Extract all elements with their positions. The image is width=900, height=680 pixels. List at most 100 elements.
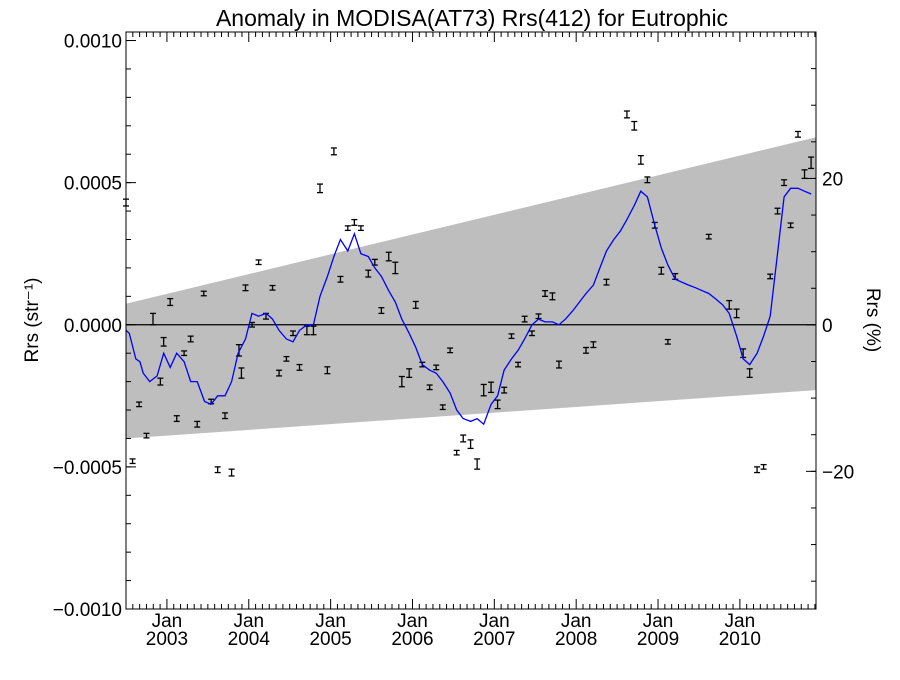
x-tick-year-label: 2003 — [146, 629, 188, 650]
data-point — [480, 383, 487, 397]
data-point — [173, 415, 180, 423]
data-point — [385, 251, 392, 262]
data-point — [157, 377, 164, 386]
data-point — [726, 299, 733, 310]
data-point — [746, 368, 753, 378]
x-tick-month-label: Jan — [725, 611, 756, 632]
data-point — [296, 363, 303, 371]
data-point — [316, 183, 323, 194]
data-point — [474, 458, 481, 470]
data-point — [289, 330, 296, 337]
data-point — [787, 222, 794, 229]
x-tick-month-label: Jan — [152, 611, 183, 632]
data-point — [412, 300, 419, 309]
data-point — [392, 261, 399, 275]
right-tick-label: −20 — [822, 462, 854, 483]
data-point — [754, 466, 761, 474]
data-point — [214, 466, 221, 474]
data-point — [238, 367, 245, 379]
data-point — [344, 225, 351, 232]
data-point — [276, 369, 283, 377]
plot-frame — [125, 31, 817, 610]
data-point — [200, 290, 207, 297]
data-point — [167, 297, 174, 307]
left-axis-label: Rrs (str⁻¹) — [22, 278, 43, 363]
x-tick-year-label: 2006 — [391, 629, 433, 650]
uncertainty-band — [126, 137, 816, 439]
x-tick-year-label: 2008 — [555, 629, 597, 650]
data-point — [460, 434, 467, 443]
data-point — [637, 154, 644, 165]
data-point — [439, 404, 446, 411]
data-point — [129, 458, 136, 465]
data-point — [222, 412, 229, 420]
x-tick-month-label: Jan — [233, 611, 264, 632]
x-tick-month-label: Jan — [561, 611, 592, 632]
data-point — [644, 176, 651, 184]
data-point — [488, 381, 495, 394]
data-point — [378, 307, 385, 315]
data-point — [583, 346, 589, 354]
x-tick-year-label: 2007 — [473, 629, 515, 650]
data-point — [242, 284, 249, 292]
chart-title: Anomaly in MODISA(AT73) Rrs(412) for Eut… — [216, 5, 728, 31]
data-point — [160, 336, 167, 347]
data-point — [733, 308, 740, 319]
data-point — [515, 361, 522, 368]
data-point — [136, 401, 143, 408]
data-point — [283, 355, 290, 362]
data-point — [501, 386, 508, 394]
data-point — [453, 449, 460, 456]
right-tick-label: 0 — [822, 316, 833, 337]
data-point — [528, 330, 535, 337]
data-point — [269, 284, 276, 291]
x-tick-month-label: Jan — [315, 611, 346, 632]
right-tick-label: 20 — [822, 169, 843, 190]
data-point — [794, 130, 801, 138]
data-point — [467, 439, 474, 450]
data-point — [433, 364, 440, 371]
data-point — [447, 347, 454, 354]
data-point — [494, 399, 501, 410]
data-point — [774, 207, 781, 215]
data-point — [255, 259, 262, 266]
left-tick-label: 0.0010 — [64, 32, 122, 53]
x-tick-year-label: 2009 — [637, 629, 679, 650]
data-point — [228, 468, 235, 477]
data-point — [623, 110, 630, 119]
data-point — [808, 156, 815, 170]
x-tick-month-label: Jan — [643, 611, 674, 632]
data-point — [330, 147, 337, 156]
data-point — [310, 325, 317, 336]
data-point — [521, 315, 528, 323]
data-point — [406, 368, 413, 378]
data-point — [767, 273, 774, 280]
data-point — [590, 341, 597, 349]
data-point — [664, 338, 671, 345]
data-point — [187, 335, 194, 343]
right-axis-label: Rrs (%) — [862, 288, 883, 352]
data-point — [426, 384, 433, 391]
data-point — [351, 218, 358, 226]
data-point — [631, 120, 638, 131]
left-tick-label: −0.0010 — [53, 600, 122, 621]
data-point — [658, 266, 665, 275]
data-point — [542, 290, 549, 297]
smoothed-anomaly-line — [125, 187, 812, 426]
left-tick-label: 0.0005 — [64, 174, 122, 195]
x-tick-month-label: Jan — [479, 611, 510, 632]
data-point — [705, 233, 712, 240]
data-point — [549, 292, 556, 301]
x-tick-year-label: 2010 — [719, 629, 761, 650]
left-tick-label: −0.0005 — [53, 458, 122, 479]
data-point — [357, 225, 364, 232]
data-point — [143, 432, 150, 439]
data-point — [555, 360, 562, 369]
data-point — [398, 375, 405, 388]
x-tick-month-label: Jan — [397, 611, 428, 632]
x-tick-year-label: 2005 — [309, 629, 351, 650]
data-point — [150, 312, 157, 326]
data-point — [337, 275, 344, 283]
data-point — [603, 278, 610, 286]
